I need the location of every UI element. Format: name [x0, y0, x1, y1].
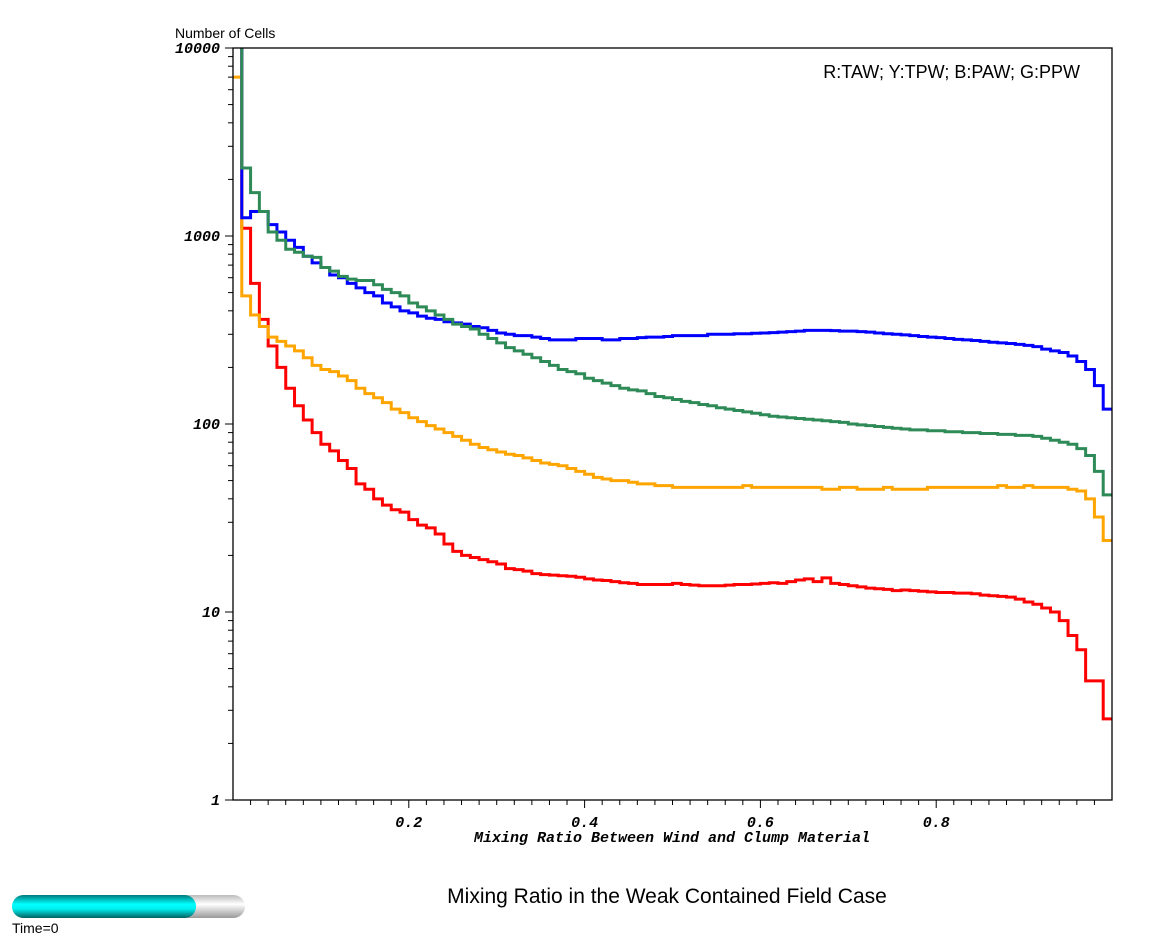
chart-title: Mixing Ratio in the Weak Contained Field… — [447, 885, 887, 908]
legend-text: R:TAW; Y:TPW; B:PAW; G:PPW — [823, 62, 1080, 82]
progress-fill — [12, 895, 197, 918]
y-tick-label: 1000 — [184, 229, 220, 246]
x-tick-label: 0.8 — [923, 815, 950, 832]
plot-frame — [232, 47, 1113, 801]
series-tpw-line — [233, 75, 1112, 543]
x-tick-label: 0.6 — [747, 815, 774, 832]
time-label: Time=0 — [12, 920, 59, 936]
y-tick-label: 10000 — [175, 41, 220, 58]
x-axis-title: Mixing Ratio Between Wind and Clump Mate… — [473, 830, 870, 847]
y-tick-label: 100 — [193, 417, 220, 434]
series-taw-line — [240, 48, 1112, 721]
series-paw-line — [240, 48, 1112, 411]
series-ppw-line — [240, 48, 1112, 497]
x-tick-label: 0.2 — [395, 815, 422, 832]
y-tick-label: 1 — [211, 793, 220, 810]
y-tick-label: 10 — [202, 605, 220, 622]
x-tick-label: 0.4 — [571, 815, 598, 832]
y-axis-title: Number of Cells — [175, 25, 275, 41]
time-progress-bar — [12, 895, 245, 918]
